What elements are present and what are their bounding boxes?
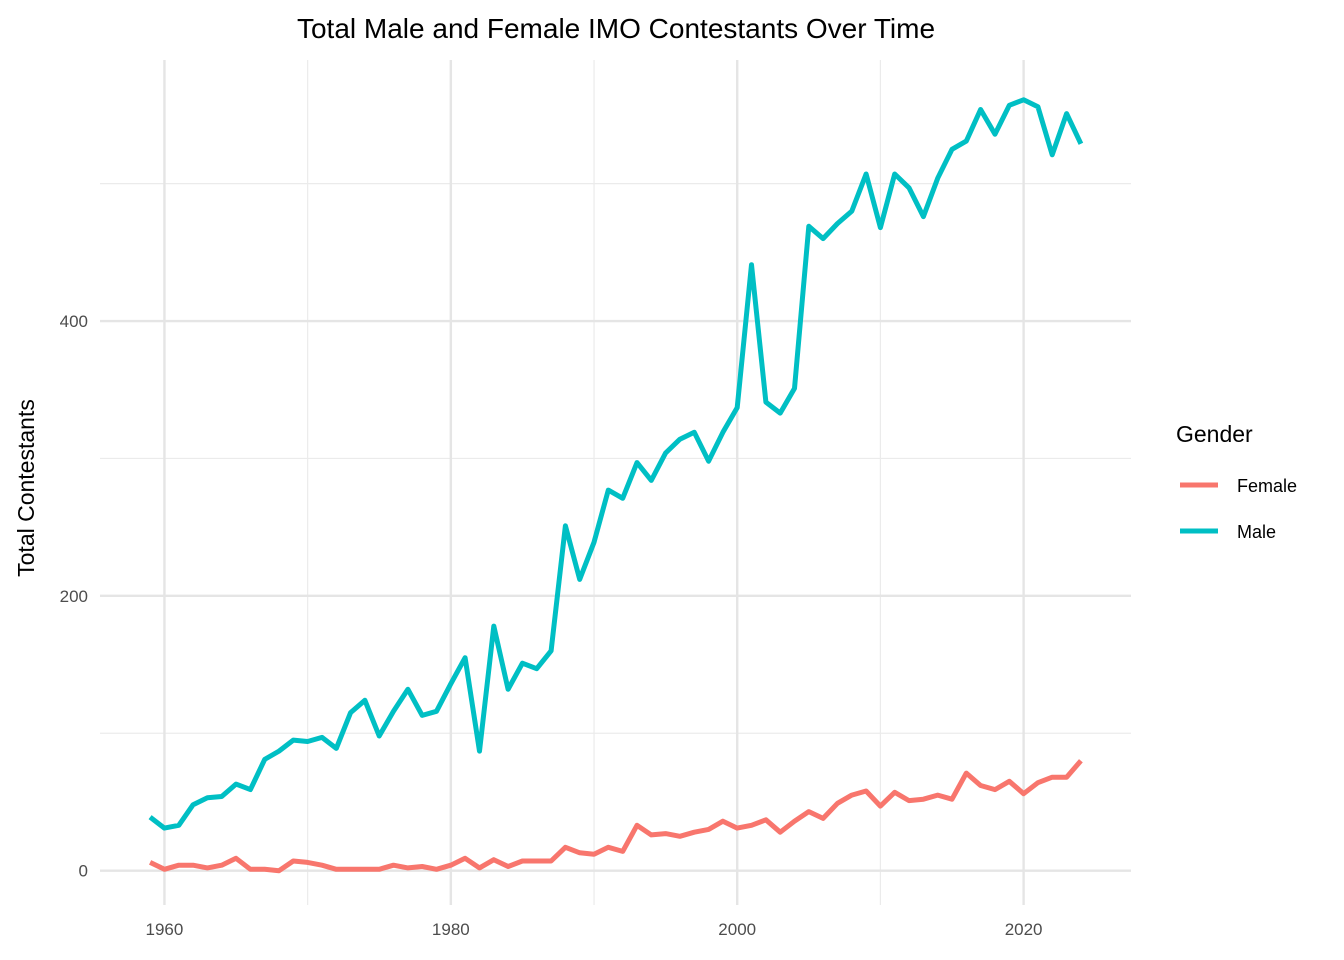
y-tick-label: 400 xyxy=(60,312,88,331)
x-tick-label: 1960 xyxy=(146,920,184,939)
x-tick-label: 1980 xyxy=(432,920,470,939)
y-axis-label: Total Contestants xyxy=(13,399,39,577)
legend: Gender Female Male xyxy=(1176,421,1297,542)
y-tick-label: 0 xyxy=(79,862,88,881)
chart-title: Total Male and Female IMO Contestants Ov… xyxy=(297,13,935,44)
series-lines xyxy=(148,97,1084,874)
y-tick-label: 200 xyxy=(60,587,88,606)
series-line-male xyxy=(148,97,1084,831)
x-tick-label: 2020 xyxy=(1005,920,1043,939)
series-line-female xyxy=(149,759,1083,874)
legend-label-female: Female xyxy=(1237,476,1297,496)
legend-label-male: Male xyxy=(1237,522,1276,542)
x-axis-ticks: 1960 1980 2000 2020 xyxy=(146,920,1043,939)
x-tick-label: 2000 xyxy=(718,920,756,939)
y-axis-ticks: 0 200 400 xyxy=(60,312,88,881)
legend-title: Gender xyxy=(1176,421,1253,447)
